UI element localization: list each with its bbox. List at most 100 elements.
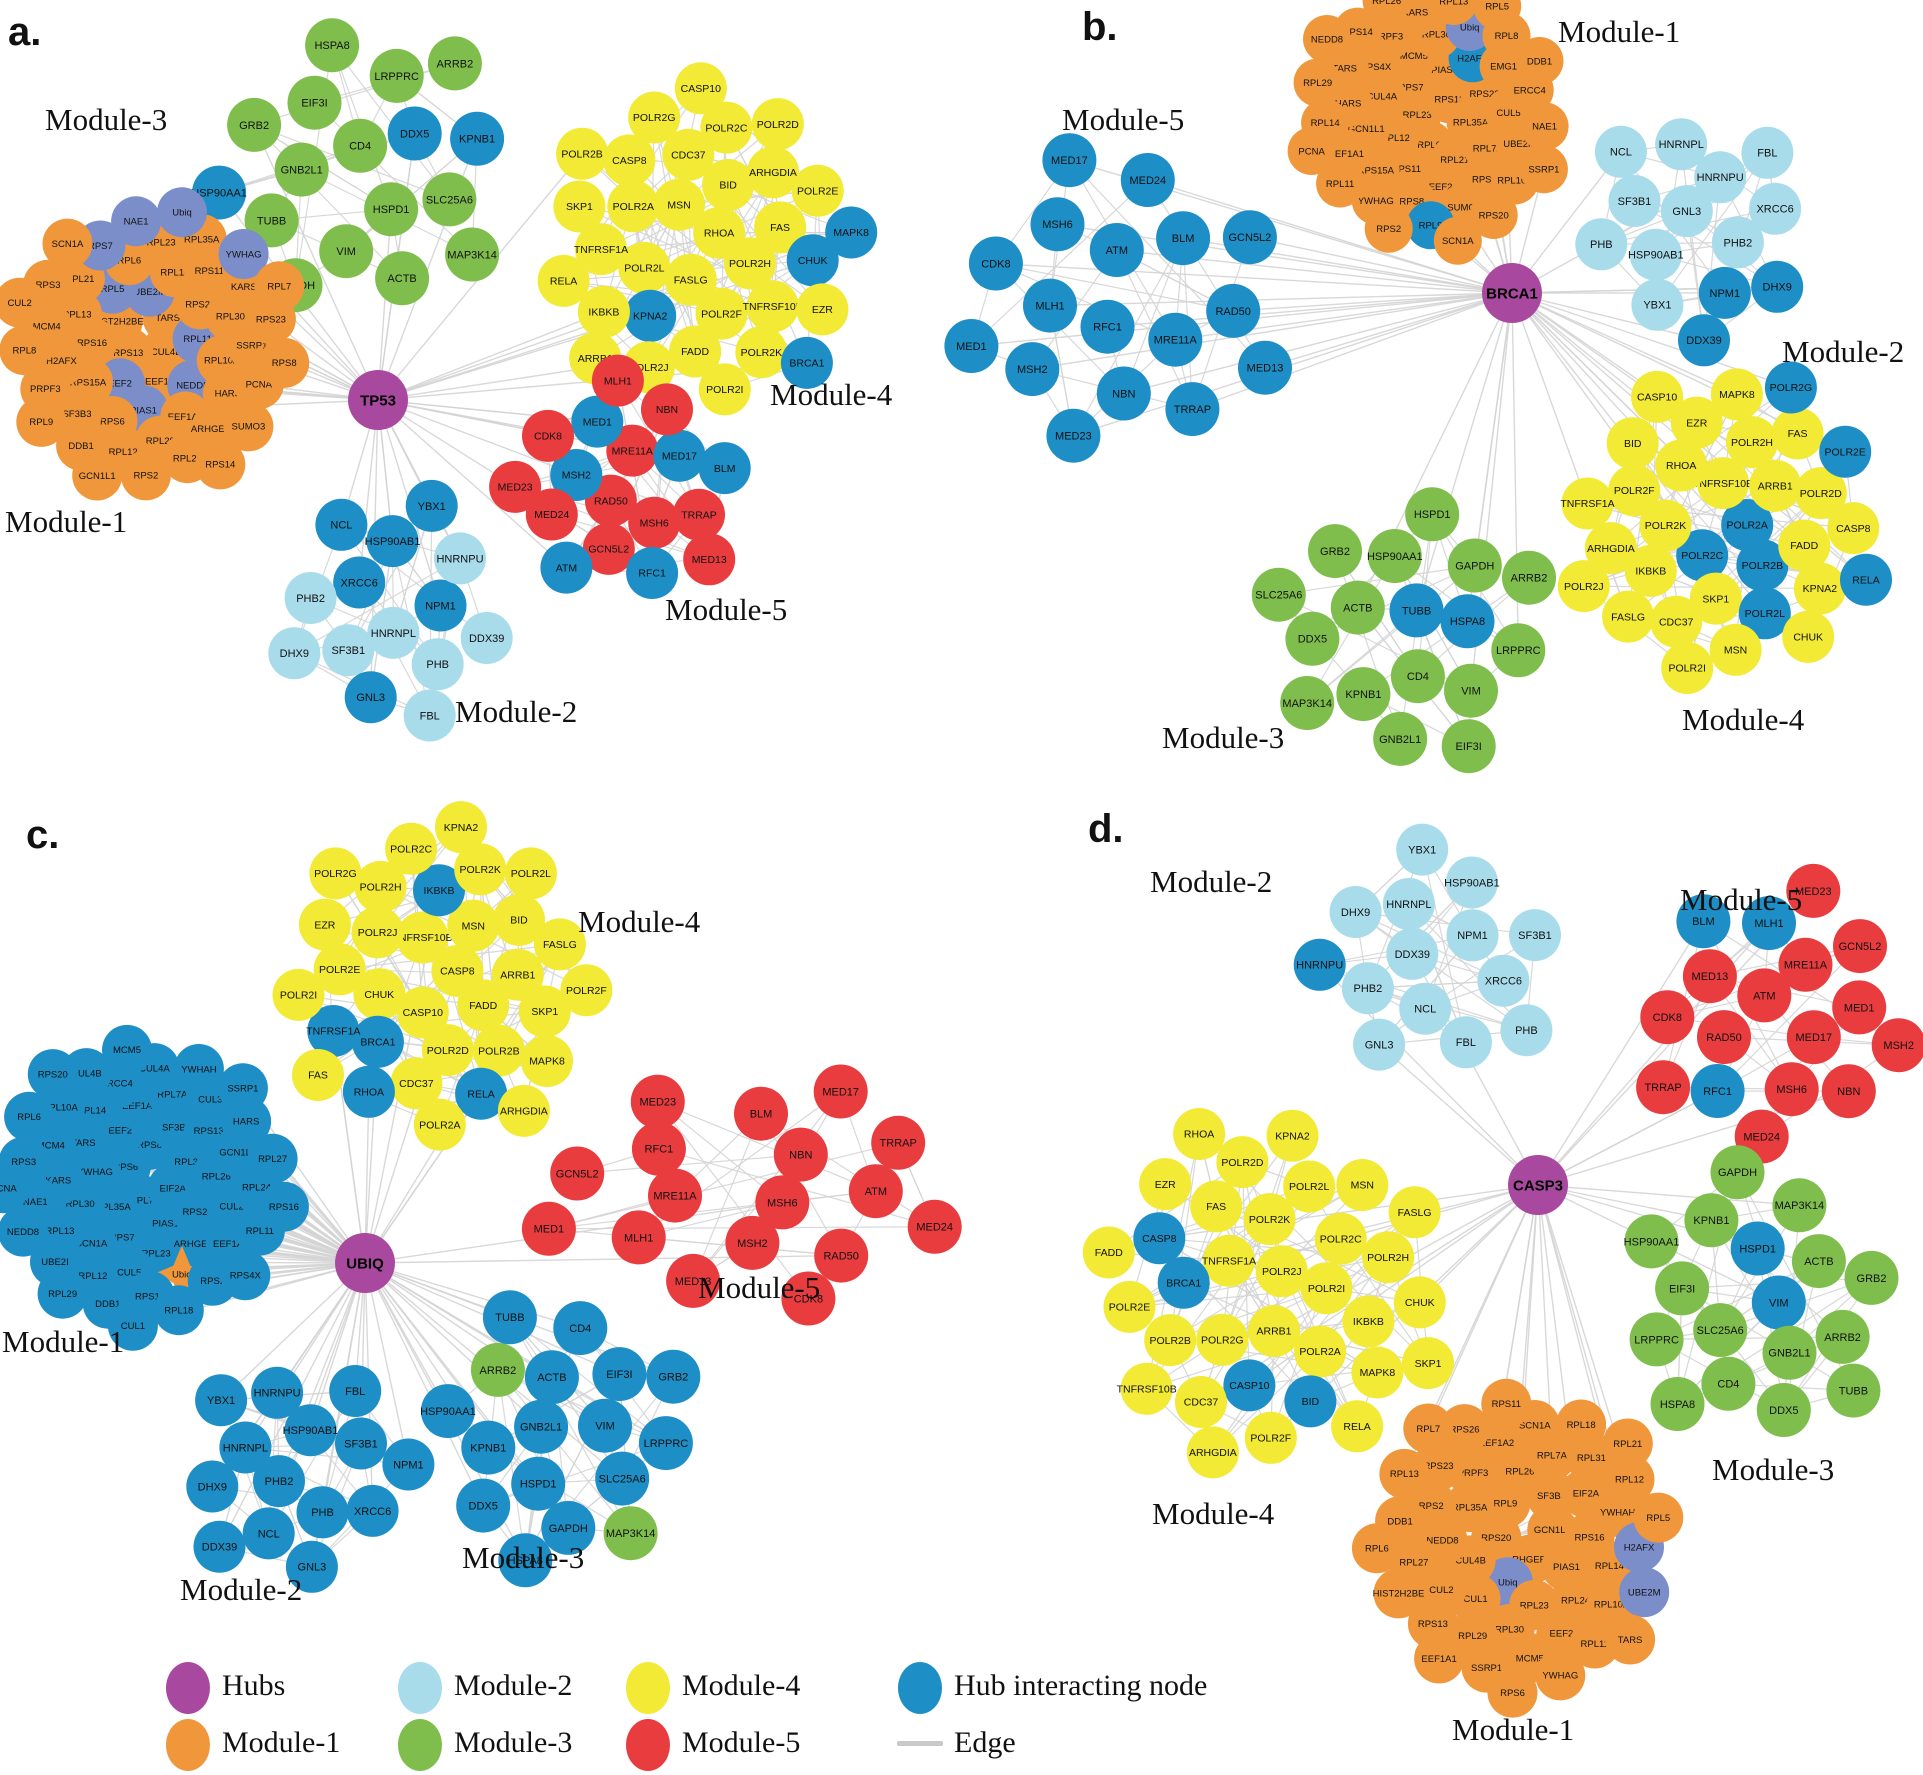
network-node[interactable]: FBL — [329, 1365, 382, 1417]
network-node[interactable]: POLR2H — [1726, 416, 1778, 469]
network-node[interactable]: RPL9 — [16, 396, 67, 447]
network-node[interactable]: SCN1A — [42, 218, 93, 269]
network-node[interactable]: ATM — [848, 1164, 903, 1219]
network-node[interactable]: ARRB2 — [1815, 1309, 1870, 1364]
network-node[interactable]: GCN1L1 — [72, 450, 123, 501]
network-node[interactable]: RPS20 — [27, 1049, 78, 1100]
network-node[interactable]: HSPA8 — [1650, 1377, 1705, 1431]
network-node[interactable]: TUBB — [1389, 583, 1444, 638]
network-node[interactable]: KPNB1 — [1684, 1193, 1739, 1248]
network-node[interactable]: KPNA2 — [1266, 1109, 1319, 1162]
network-node[interactable]: ACTB — [524, 1350, 579, 1405]
network-node[interactable]: DDX5 — [1285, 611, 1340, 666]
network-node[interactable]: POLR2E — [1103, 1280, 1156, 1333]
network-node[interactable]: POLR2D — [751, 98, 804, 151]
network-node[interactable]: MED23 — [1046, 408, 1101, 463]
network-node[interactable]: CHUK — [1782, 610, 1835, 663]
network-node[interactable]: RELA — [1331, 1400, 1384, 1453]
network-node[interactable]: SF3B1 — [1608, 175, 1661, 227]
network-node[interactable]: CD4 — [1701, 1356, 1756, 1411]
network-node[interactable]: BRCA1 — [1157, 1256, 1210, 1309]
network-node[interactable]: MED17 — [653, 429, 706, 482]
network-node[interactable]: MED17 — [813, 1064, 868, 1119]
network-node[interactable]: CDK8 — [968, 236, 1023, 291]
network-node[interactable]: MLH1 — [611, 1210, 666, 1265]
network-node[interactable]: MED1 — [1832, 980, 1887, 1035]
network-node[interactable]: ARRB2 — [470, 1342, 525, 1397]
network-node[interactable]: TRRAP — [673, 488, 725, 541]
network-node[interactable]: MAPK8 — [825, 206, 878, 259]
hub-node[interactable]: TP53 — [348, 370, 408, 430]
network-node[interactable]: CASP10 — [674, 62, 727, 115]
network-node[interactable]: GAPDH — [1710, 1145, 1765, 1200]
network-node[interactable]: CDC37 — [1175, 1376, 1227, 1428]
network-node[interactable]: NPM1 — [1446, 909, 1499, 962]
network-node[interactable]: ACTB — [375, 251, 430, 306]
network-node[interactable]: TUBB — [1826, 1363, 1881, 1418]
network-node[interactable]: NBN — [641, 383, 693, 436]
network-node[interactable]: GNB2L1 — [274, 142, 329, 197]
network-node[interactable]: GAPDH — [1447, 538, 1502, 593]
network-node[interactable]: EZR — [298, 898, 351, 951]
network-node[interactable]: MED24 — [907, 1199, 962, 1254]
network-node[interactable]: DDX5 — [387, 106, 442, 161]
network-node[interactable]: EZR — [796, 283, 849, 336]
network-node[interactable]: POLR2I — [1300, 1262, 1353, 1315]
network-node[interactable]: RFC1 — [1690, 1064, 1745, 1118]
network-node[interactable]: GNL3 — [1353, 1018, 1406, 1071]
network-node[interactable]: HSPD1 — [1730, 1221, 1785, 1276]
network-node[interactable]: MSH2 — [1005, 342, 1060, 397]
network-node[interactable]: POLR2L — [1283, 1160, 1336, 1213]
network-node[interactable]: SCN1A — [1433, 216, 1482, 265]
network-node[interactable]: DHX9 — [186, 1460, 239, 1513]
network-node[interactable]: YBX1 — [405, 479, 458, 532]
network-node[interactable]: PCNA — [1287, 127, 1336, 175]
network-node[interactable]: HSPD1 — [511, 1456, 566, 1511]
network-node[interactable]: KPNB1 — [461, 1420, 516, 1475]
network-node[interactable]: FBL — [1741, 126, 1794, 179]
network-node[interactable]: DDX39 — [1386, 927, 1439, 980]
network-node[interactable]: HNRNPU — [434, 532, 486, 585]
network-node[interactable]: DHX9 — [1329, 886, 1382, 938]
network-node[interactable]: SF3B1 — [322, 624, 375, 677]
network-node[interactable]: NPM1 — [382, 1438, 435, 1491]
network-node[interactable]: MRE11A — [1778, 937, 1833, 992]
network-node[interactable]: LRPPRC — [638, 1416, 693, 1471]
network-node[interactable]: EIF3I — [1441, 719, 1496, 774]
network-node[interactable]: RPL18 — [1556, 1399, 1607, 1450]
network-node[interactable]: BLM — [734, 1086, 788, 1141]
network-node[interactable]: MAPK8 — [1710, 368, 1763, 421]
network-node[interactable]: EZR — [1139, 1158, 1192, 1211]
network-node[interactable]: MAP3K14 — [1280, 676, 1335, 730]
network-node[interactable]: NCL — [1399, 982, 1452, 1035]
network-node[interactable]: SF3B1 — [335, 1417, 387, 1470]
network-node[interactable]: ARRB1 — [1248, 1305, 1300, 1357]
network-node[interactable]: XRCC6 — [1477, 954, 1530, 1007]
network-node[interactable]: HSPD1 — [364, 182, 419, 237]
network-node[interactable]: HNRNPL — [1655, 118, 1708, 171]
network-node[interactable]: CD4 — [333, 118, 388, 173]
network-node[interactable]: DDX39 — [1678, 314, 1730, 367]
network-node[interactable]: SLC25A6 — [595, 1451, 650, 1506]
network-node[interactable]: DDB1 — [1515, 37, 1564, 85]
network-node[interactable]: MRE11A — [648, 1168, 702, 1223]
network-node[interactable]: POLR2G — [628, 91, 681, 144]
network-node[interactable]: SLC25A6 — [1251, 567, 1306, 622]
network-node[interactable]: RPL6 — [4, 1091, 55, 1142]
network-node[interactable]: POLR2F — [1244, 1411, 1297, 1464]
network-node[interactable]: RPL8 — [0, 325, 50, 376]
network-node[interactable]: NPM1 — [1698, 266, 1751, 319]
network-node[interactable]: EIF3I — [1655, 1261, 1710, 1316]
network-node[interactable]: SSRP1 — [1519, 145, 1568, 194]
network-node[interactable]: RELA — [537, 254, 590, 307]
network-node[interactable]: CASP8 — [1827, 502, 1880, 555]
network-node[interactable]: RPL21 — [1602, 1418, 1653, 1469]
network-node[interactable]: GRB2 — [1844, 1250, 1899, 1305]
network-node[interactable]: POLR2E — [791, 164, 844, 217]
network-node[interactable]: HNRNPU — [251, 1366, 304, 1419]
network-node[interactable]: DDX39 — [460, 612, 513, 664]
network-node[interactable]: EEF1A1 — [1414, 1633, 1465, 1684]
network-node[interactable]: RPL29 — [1293, 58, 1342, 107]
network-node[interactable]: NBN — [773, 1127, 828, 1182]
network-node[interactable]: HSPD1 — [1405, 487, 1460, 542]
